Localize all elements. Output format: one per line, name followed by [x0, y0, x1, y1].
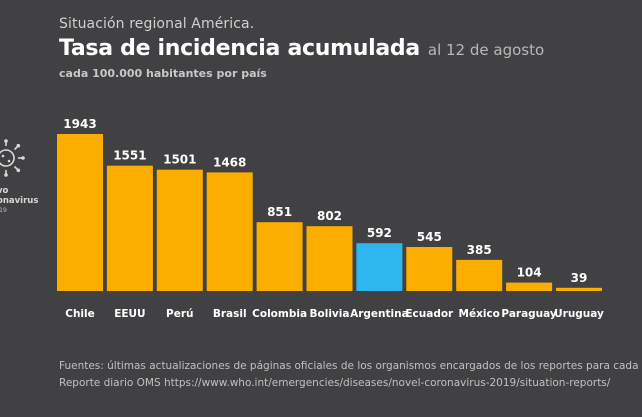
- logo-text: vo onavirus -19: [0, 186, 38, 216]
- value-label-uruguay: 39: [571, 271, 588, 285]
- bar-chart: 1943 Chile 1551 EEUU 1501 Perú 1468 Brasil 851 Co…: [57, 117, 604, 320]
- value-label-paraguay: 104: [517, 266, 542, 280]
- value-label-eeuu: 1551: [113, 149, 146, 163]
- category-label-uruguay: Uruguay: [554, 308, 604, 320]
- value-label-colombia: 851: [267, 205, 292, 219]
- title-row: Tasa de incidencia acumulada al 12 de ago…: [59, 36, 544, 61]
- value-label-brasil: 1468: [213, 155, 246, 169]
- bar-argentina: [356, 243, 403, 291]
- bar-bolivia: [306, 226, 353, 291]
- footer-line-2: Reporte diario OMS https://www.who.int/e…: [59, 377, 611, 389]
- bar-eeuu: [106, 165, 153, 291]
- value-label-mexico: 385: [467, 243, 492, 257]
- value-label-bolivia: 802: [317, 209, 342, 223]
- category-label-paraguay: Paraguay: [501, 308, 557, 320]
- bar-chile: [57, 134, 103, 291]
- category-label-bolivia: Bolivia: [310, 308, 350, 320]
- value-label-ecuador: 545: [417, 230, 442, 244]
- category-label-eeuu: EEUU: [114, 308, 145, 320]
- bar-paraguay: [506, 282, 553, 291]
- chart-subtitle: cada 100.000 habitantes por país: [59, 67, 267, 80]
- category-label-argentina: Argentina: [350, 308, 409, 320]
- chart-date: al 12 de agosto: [427, 41, 545, 59]
- bar-ecuador: [406, 247, 453, 291]
- category-label-colombia: Colombia: [252, 308, 307, 320]
- logo-line-2: onavirus: [0, 196, 39, 206]
- category-label-peru: Perú: [166, 308, 193, 320]
- coronavirus-logo-icon: [0, 139, 25, 177]
- category-label-chile: Chile: [65, 308, 95, 320]
- category-label-brasil: Brasil: [213, 308, 247, 320]
- value-label-chile: 1943: [63, 117, 96, 131]
- chart-supertitle: Situación regional América.: [59, 16, 255, 32]
- category-label-mexico: México: [459, 308, 500, 320]
- footer-sources: Fuentes: últimas actualizaciones de pági…: [59, 358, 642, 392]
- bar-mexico: [456, 259, 503, 291]
- bar-peru: [156, 169, 203, 291]
- value-label-argentina: 592: [367, 226, 392, 240]
- value-label-peru: 1501: [163, 153, 196, 167]
- category-label-ecuador: Ecuador: [405, 308, 454, 320]
- logo-line-1: vo: [0, 186, 9, 196]
- footer-line-1: Fuentes: últimas actualizaciones de pági…: [59, 360, 642, 372]
- bar-uruguay: [556, 287, 602, 291]
- chart-title: Tasa de incidencia acumulada: [59, 36, 420, 61]
- bar-brasil: [206, 172, 253, 291]
- bar-colombia: [256, 222, 303, 291]
- logo-line-3: -19: [0, 207, 7, 214]
